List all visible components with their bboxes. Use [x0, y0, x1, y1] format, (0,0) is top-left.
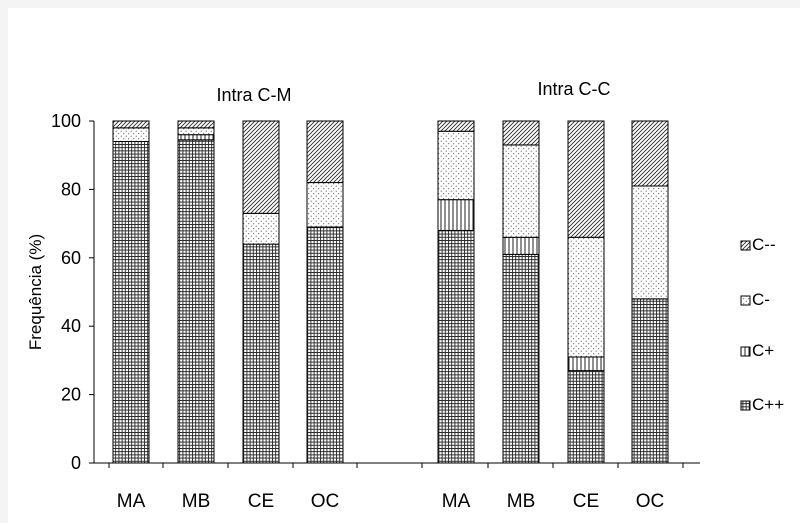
group-title: Intra C-C	[537, 79, 610, 99]
legend-swatch	[740, 240, 751, 251]
y-tick-label: 60	[61, 248, 81, 268]
legend-label: C-	[752, 290, 770, 309]
bar-segment	[242, 120, 280, 214]
bar-segment	[177, 134, 215, 141]
bar-segment	[437, 199, 475, 231]
bar-segment	[306, 182, 344, 228]
y-tick-label: 100	[51, 111, 81, 131]
bar-segment	[112, 127, 150, 143]
legend-swatch	[740, 400, 751, 411]
bar-segment	[437, 130, 475, 201]
bar-segment	[567, 120, 605, 238]
bar-segment	[502, 236, 540, 255]
y-tick-label: 20	[61, 385, 81, 405]
y-tick-label: 80	[61, 179, 81, 199]
x-tick-label: MA	[117, 491, 146, 512]
labels: 0 20 40 60 80 100 Frequência (%) Intra C-M MA MB C…	[26, 79, 664, 512]
bar-segment	[112, 120, 150, 129]
x-tick-label: CE	[248, 491, 274, 512]
legend-label: C--	[752, 235, 776, 254]
bar-segment	[567, 236, 605, 358]
x-tick-label: OC	[636, 491, 665, 512]
y-axis-label: Frequência (%)	[26, 234, 45, 350]
legend-swatch	[740, 295, 751, 306]
x-tick-label: OC	[311, 491, 340, 512]
x-tick-label: MA	[442, 491, 471, 512]
bar-segment	[112, 141, 150, 464]
x-tick-label: MB	[507, 491, 536, 512]
legend-label: C+	[752, 341, 774, 360]
bar-segment	[631, 185, 669, 300]
bar-segment	[437, 229, 475, 464]
bar-segment	[306, 226, 344, 464]
bar-segment	[437, 120, 475, 132]
bar-segment	[502, 120, 540, 146]
bar-segment	[306, 120, 344, 184]
bar-segment	[177, 139, 215, 464]
legend-label: C++	[752, 395, 784, 414]
bar-segment	[177, 120, 215, 129]
bar-segment	[631, 120, 669, 187]
bar-segment	[567, 370, 605, 464]
group-title: Intra C-M	[216, 85, 291, 105]
bars	[112, 120, 669, 464]
bar-segment	[502, 144, 540, 238]
bar-segment	[242, 212, 280, 245]
y-tick-label: 40	[61, 316, 81, 336]
bar-segment	[502, 253, 540, 464]
legend: C-- C- C+ C++	[740, 235, 784, 414]
y-tick-label: 0	[71, 453, 81, 473]
legend-swatch	[740, 346, 751, 357]
bar-segment	[242, 243, 280, 464]
bar-segment	[631, 298, 669, 464]
bar-segment	[567, 356, 605, 372]
x-tick-label: MB	[182, 491, 211, 512]
x-tick-label: CE	[573, 491, 599, 512]
bar-segment	[177, 127, 215, 136]
